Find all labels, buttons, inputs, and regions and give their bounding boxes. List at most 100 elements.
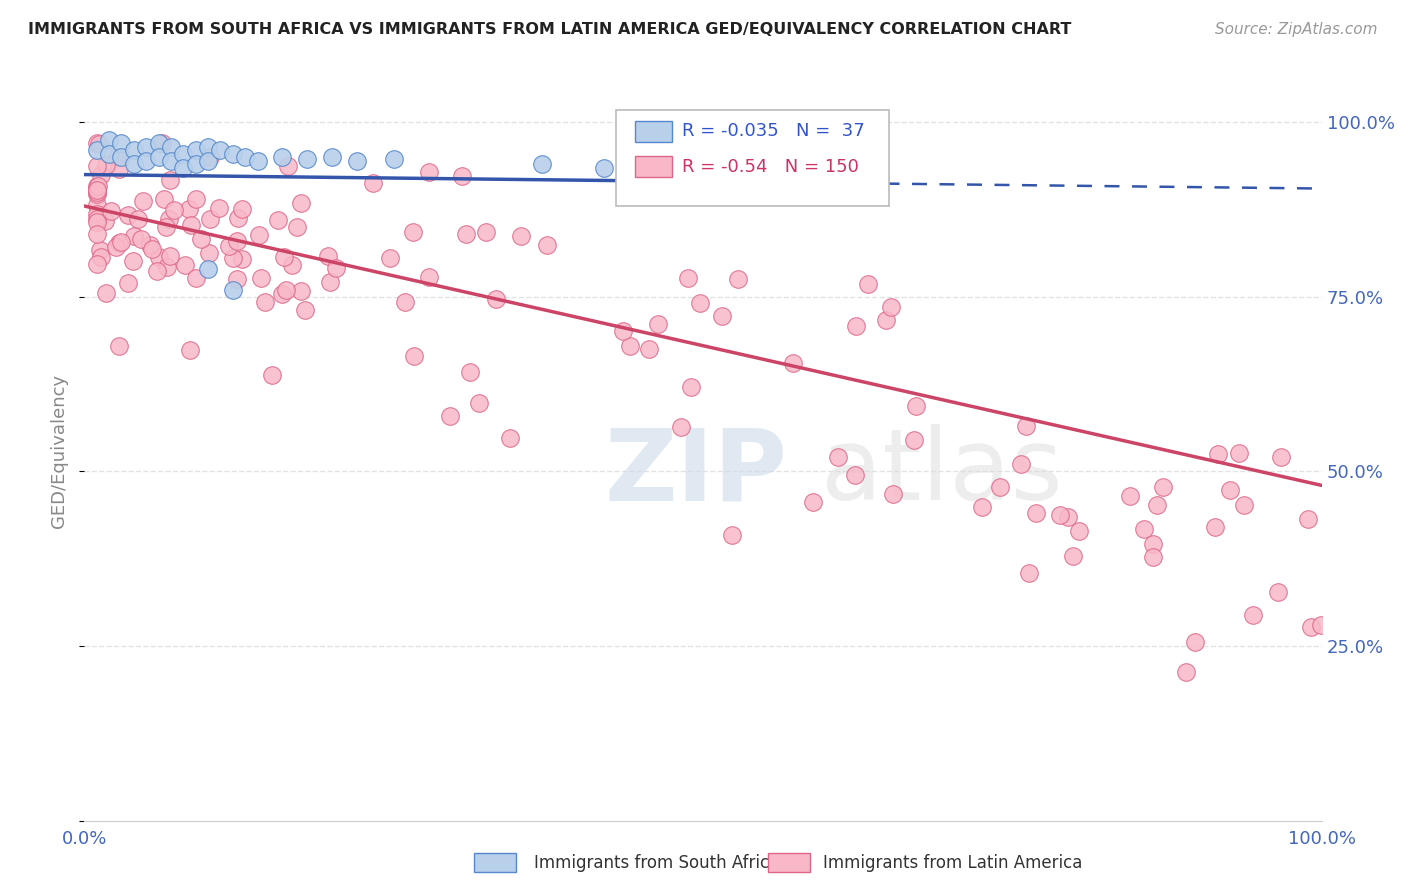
FancyBboxPatch shape xyxy=(636,156,672,177)
Point xyxy=(117,277,139,291)
Point xyxy=(86,185,108,199)
Point xyxy=(271,150,294,164)
Point xyxy=(160,153,183,168)
Point xyxy=(531,157,554,171)
Point xyxy=(1049,508,1071,523)
Point xyxy=(208,201,231,215)
Point xyxy=(226,211,249,226)
Point xyxy=(262,368,284,382)
Point xyxy=(361,176,384,190)
Point xyxy=(90,168,112,182)
Point xyxy=(218,238,240,252)
Point xyxy=(382,152,405,166)
Point xyxy=(122,253,145,268)
Point xyxy=(135,139,157,153)
Point xyxy=(1206,447,1229,461)
Point xyxy=(96,158,118,172)
Point xyxy=(148,136,170,150)
Point xyxy=(1310,618,1333,632)
Point xyxy=(94,214,117,228)
Point xyxy=(637,343,659,357)
FancyBboxPatch shape xyxy=(474,853,516,872)
Point xyxy=(110,150,132,164)
Point xyxy=(197,153,219,168)
Point xyxy=(536,238,558,252)
Point xyxy=(1229,446,1251,460)
Point xyxy=(87,136,110,151)
Point xyxy=(1062,549,1084,563)
Point xyxy=(290,196,312,211)
Point xyxy=(160,139,183,153)
Point xyxy=(418,165,440,179)
Point xyxy=(801,495,824,509)
FancyBboxPatch shape xyxy=(616,110,889,206)
Point xyxy=(1270,450,1292,464)
Point xyxy=(197,139,219,153)
Point xyxy=(226,272,249,286)
Point xyxy=(782,355,804,369)
Point xyxy=(643,159,665,173)
Point xyxy=(163,203,186,218)
Point xyxy=(281,258,304,272)
Point xyxy=(509,228,531,243)
Text: ZIP: ZIP xyxy=(605,425,787,521)
Point xyxy=(346,153,368,168)
Y-axis label: GED/Equivalency: GED/Equivalency xyxy=(51,374,69,527)
Point xyxy=(290,284,312,298)
Point xyxy=(1296,512,1319,526)
Point xyxy=(1010,458,1032,472)
Point xyxy=(1119,490,1142,504)
Point xyxy=(90,250,112,264)
Point xyxy=(499,431,522,445)
Point xyxy=(108,235,131,250)
Point xyxy=(1142,550,1164,565)
Point xyxy=(619,338,641,352)
Point xyxy=(122,143,145,157)
Point xyxy=(148,250,170,264)
Point xyxy=(316,249,339,263)
Text: Source: ZipAtlas.com: Source: ZipAtlas.com xyxy=(1215,22,1378,37)
Point xyxy=(689,296,711,310)
Point xyxy=(110,235,132,249)
Point xyxy=(273,250,295,264)
Point xyxy=(129,232,152,246)
Point xyxy=(246,153,269,168)
Point xyxy=(970,500,993,515)
Point xyxy=(1014,419,1036,434)
Point xyxy=(1152,480,1174,494)
Point xyxy=(152,192,174,206)
Point xyxy=(378,251,401,265)
Point xyxy=(856,277,879,291)
Point xyxy=(122,229,145,244)
Point xyxy=(879,300,901,314)
Point xyxy=(107,339,129,353)
Point xyxy=(988,480,1011,494)
Point xyxy=(827,450,849,464)
Point xyxy=(277,160,299,174)
Point xyxy=(222,146,245,161)
Point xyxy=(454,227,477,241)
Point xyxy=(198,212,221,227)
Point xyxy=(117,208,139,222)
Point xyxy=(86,183,108,197)
Point xyxy=(845,318,868,333)
Point xyxy=(86,257,108,271)
Point xyxy=(86,143,108,157)
Point xyxy=(197,261,219,276)
Point xyxy=(86,227,108,241)
Point xyxy=(294,302,316,317)
Point xyxy=(617,160,640,174)
Point xyxy=(172,161,194,175)
Point xyxy=(86,136,108,150)
Point xyxy=(231,252,253,267)
Point xyxy=(184,143,207,157)
Point xyxy=(678,271,700,285)
Point xyxy=(671,420,693,434)
Point xyxy=(295,152,318,166)
Point xyxy=(98,146,121,161)
Point xyxy=(150,136,173,150)
Point xyxy=(87,179,110,194)
Point xyxy=(89,244,111,258)
Point xyxy=(141,242,163,256)
Point xyxy=(1267,585,1289,599)
